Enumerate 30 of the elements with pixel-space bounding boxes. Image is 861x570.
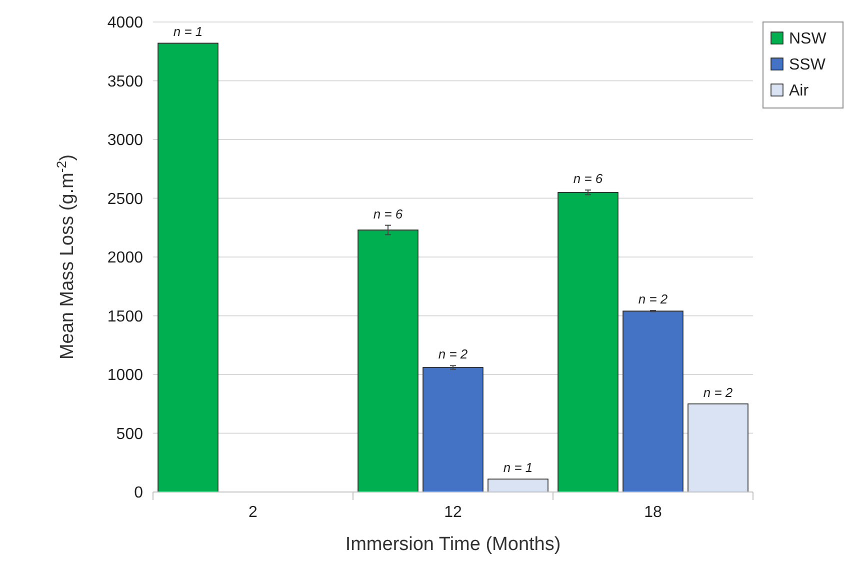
legend-label: NSW [789, 30, 828, 48]
bar [688, 403, 748, 492]
x-tick-label: 2 [248, 504, 258, 521]
y-tick-label: 500 [116, 426, 144, 443]
bar [558, 192, 618, 492]
y-tick-label: 4000 [107, 14, 144, 32]
legend-label: SSW [789, 56, 826, 74]
annotation: n = 6 [373, 206, 404, 222]
annotation: n = 2 [638, 291, 668, 306]
bar [488, 478, 548, 492]
legend-label: Air [789, 82, 810, 100]
y-tick-label: 3000 [107, 132, 144, 150]
y-tick-label: 2000 [107, 250, 144, 267]
bar [422, 367, 484, 492]
annotation: n = 2 [438, 346, 468, 362]
annotation: n = 2 [703, 384, 734, 400]
x-tick-label: 12 [444, 504, 462, 521]
y-tick-label: 1000 [107, 367, 144, 384]
bar [158, 42, 218, 492]
y-tick-label: 1500 [107, 308, 144, 326]
y-tick-label: 3500 [107, 73, 144, 90]
bar [622, 310, 684, 492]
y-tick-label: 0 [134, 484, 144, 502]
annotation: n = 1 [503, 460, 533, 476]
y-tick-label: 2500 [107, 190, 144, 208]
annotation: n = 6 [573, 171, 604, 186]
x-axis-title: Immersion Time (Months) [345, 534, 561, 555]
x-tick-label: 18 [644, 504, 662, 521]
bar [358, 230, 418, 492]
annotation: n = 1 [173, 24, 203, 40]
